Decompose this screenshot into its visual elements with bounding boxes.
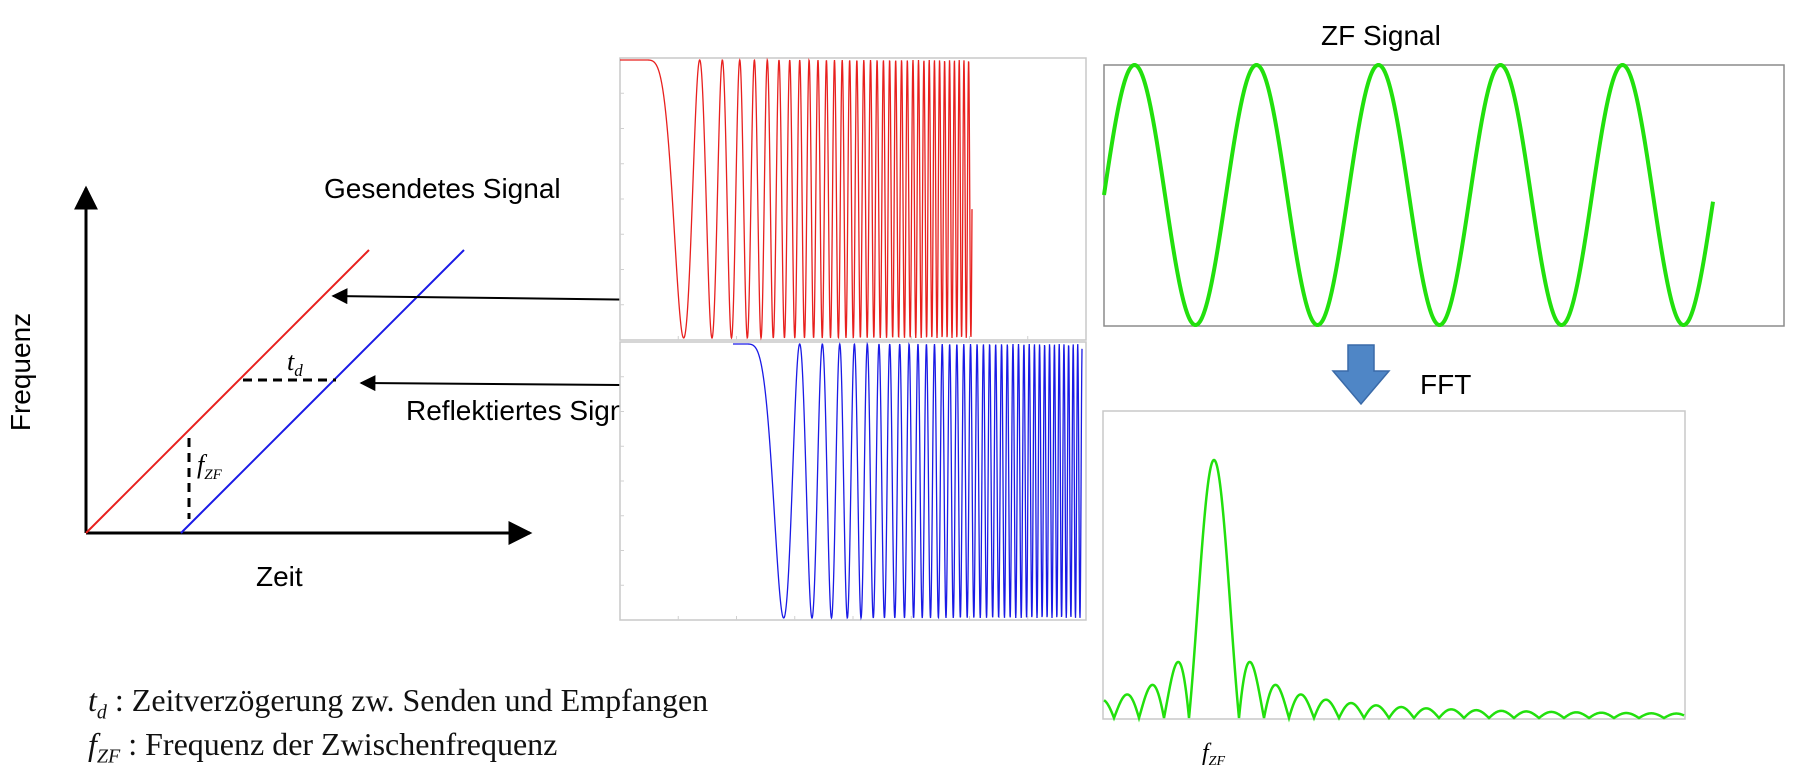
fzf-label: fZF	[197, 450, 223, 483]
reflected-signal-label: Reflektiertes Signal	[406, 395, 647, 426]
reflected-chirp-waveform	[733, 341, 1083, 621]
zf-sine-waveform	[1102, 62, 1715, 328]
fft-spectrum-panel	[1102, 410, 1686, 723]
reflected-signal-panel	[619, 341, 1087, 621]
y-axis-label: Frequenz	[5, 313, 36, 431]
td-label: td	[287, 347, 303, 380]
zf-signal-title: ZF Signal	[1321, 20, 1441, 51]
transmitted-panel-frame	[619, 57, 1087, 341]
fft-label: FFT	[1420, 369, 1471, 400]
transmitted-signal-label: Gesendetes Signal	[324, 173, 561, 204]
zf-signal-panel	[1102, 62, 1785, 328]
fft-down-arrow-icon	[1331, 344, 1391, 406]
x-axis-label: Zeit	[256, 561, 303, 592]
transmitted-chirp-line	[85, 249, 370, 534]
received-chirp-line	[180, 249, 465, 534]
fft-sinc-spectrum	[1103, 458, 1685, 723]
chirp-diagram: td fZF Zeit Frequenz	[5, 185, 533, 592]
legend-td-symbol: td	[88, 682, 107, 724]
transmitted-double-arrow	[331, 288, 662, 308]
legend-td-text: : Zeitverzögerung zw. Senden und Empfang…	[106, 682, 709, 718]
legend-td: td : Zeitverzögerung zw. Senden und Empf…	[88, 682, 708, 724]
zf-panel-frame	[1103, 64, 1785, 327]
transmitted-signal-panel	[619, 57, 1087, 341]
reflected-panel-ticks	[620, 376, 1029, 620]
fft-peak-label: fZF	[1202, 740, 1225, 769]
legend-fzf-text: : Frequenz der Zwischenfrequenz	[120, 726, 558, 762]
legend-fzf-symbol: fZF	[88, 726, 121, 768]
fft-panel-frame	[1102, 410, 1686, 720]
transmitted-chirp-waveform	[620, 57, 973, 341]
legend-fzf: fZF : Frequenz der Zwischenfrequenz	[88, 726, 557, 768]
